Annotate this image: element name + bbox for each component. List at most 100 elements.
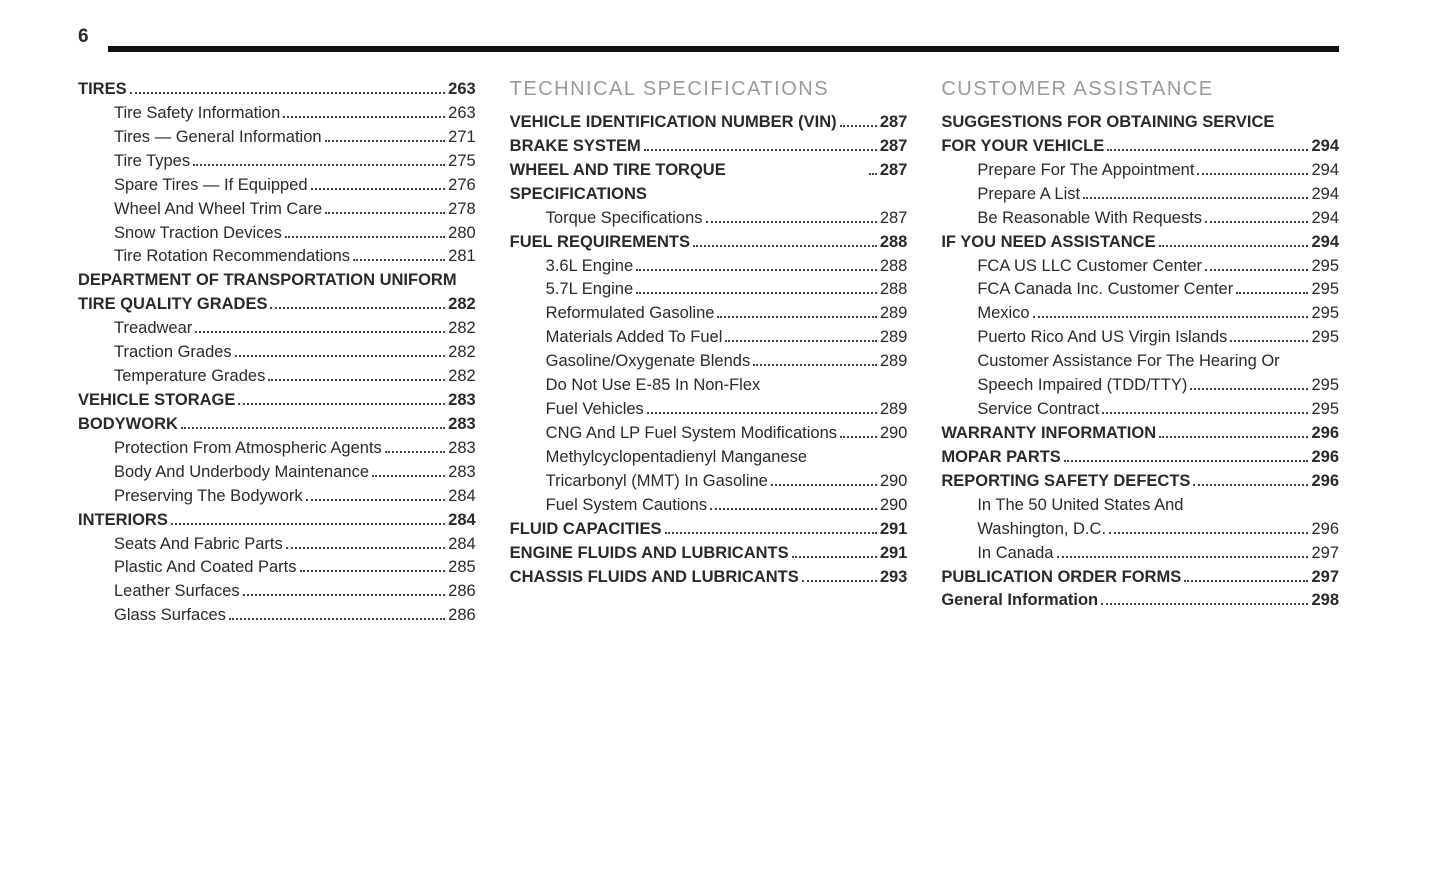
toc-entry-page: 286	[448, 580, 476, 604]
toc-entry-label: Seats And Fabric Parts	[114, 533, 283, 557]
toc-leader-dots	[1159, 233, 1309, 246]
toc-leader-dots	[372, 464, 445, 477]
toc-entry-label: Temperature Grades	[114, 365, 265, 389]
toc-entry-label: Treadwear	[114, 317, 192, 341]
toc-entry: Tire Rotation Recommendations281	[78, 245, 476, 269]
toc-entry: FCA Canada Inc. Customer Center295	[941, 278, 1339, 302]
toc-entry: Tire Types275	[78, 150, 476, 174]
toc-entry-label: VEHICLE IDENTIFICATION NUMBER (VIN)	[510, 111, 837, 135]
toc-entry-preline: Customer Assistance For The Hearing Or	[941, 350, 1339, 374]
toc-entry-page: 289	[880, 398, 908, 422]
toc-entry-label: Service Contract	[977, 398, 1099, 422]
toc-entry-label: ENGINE FLUIDS AND LUBRICANTS	[510, 542, 789, 566]
toc-entry-preline: In The 50 United States And	[941, 494, 1339, 518]
toc-entry-preline: Do Not Use E-85 In Non-Flex	[510, 374, 908, 398]
toc-leader-dots	[286, 535, 445, 548]
toc-entry: Torque Specifications287	[510, 207, 908, 231]
toc-entry: TIRE QUALITY GRADES 282	[78, 293, 476, 317]
toc-entry: Washington, D.C.296	[941, 518, 1339, 542]
toc-entry-label: CHASSIS FLUIDS AND LUBRICANTS	[510, 566, 799, 590]
toc-entry: In Canada297	[941, 542, 1339, 566]
toc-entry-label: Materials Added To Fuel	[546, 326, 723, 350]
toc-leader-dots	[238, 392, 445, 405]
toc-entry-preline: DEPARTMENT OF TRANSPORTATION UNIFORM	[78, 269, 476, 293]
section-title: CUSTOMER ASSISTANCE	[941, 78, 1339, 101]
toc-leader-dots	[636, 257, 877, 270]
toc-entry-page: 282	[448, 293, 476, 317]
toc-entry-page: 283	[448, 413, 476, 437]
toc-leader-dots	[285, 224, 445, 237]
toc-entry-label: TIRE QUALITY GRADES	[78, 293, 267, 317]
toc-entry-page: 288	[880, 231, 908, 255]
toc-entry-label: INTERIORS	[78, 509, 168, 533]
toc-leader-dots	[802, 568, 877, 581]
toc-entry-page: 291	[880, 518, 908, 542]
toc-columns: TIRES263Tire Safety Information263Tires …	[78, 78, 1339, 628]
toc-entry-label: Tire Rotation Recommendations	[114, 245, 350, 269]
toc-leader-dots	[1184, 568, 1308, 581]
toc-entry: Spare Tires — If Equipped276	[78, 174, 476, 198]
toc-entry-page: 263	[448, 102, 476, 126]
page-number: 6	[78, 26, 89, 48]
toc-leader-dots	[181, 416, 445, 429]
toc-entry: Tricarbonyl (MMT) In Gasoline 290	[510, 470, 908, 494]
toc-entry-label: WHEEL AND TIRE TORQUE SPECIFICATIONS	[510, 159, 866, 207]
toc-entry-label: Fuel Vehicles	[546, 398, 644, 422]
toc-entry-page: 295	[1311, 278, 1339, 302]
toc-leader-dots	[193, 153, 445, 166]
toc-entry-page: 287	[880, 135, 908, 159]
toc-leader-dots	[195, 320, 445, 333]
toc-entry: VEHICLE STORAGE283	[78, 389, 476, 413]
toc-leader-dots	[1205, 257, 1308, 270]
toc-leader-dots	[665, 520, 877, 533]
toc-entry: Prepare For The Appointment294	[941, 159, 1339, 183]
toc-leader-dots	[1236, 281, 1308, 294]
toc-leader-dots	[385, 440, 445, 453]
toc-leader-dots	[753, 353, 877, 366]
toc-leader-dots	[869, 162, 877, 175]
toc-entry-page: 287	[880, 111, 908, 135]
toc-leader-dots	[311, 177, 446, 190]
toc-entry-label: Glass Surfaces	[114, 604, 226, 628]
toc-entry: Puerto Rico And US Virgin Islands295	[941, 326, 1339, 350]
toc-entry-page: 295	[1311, 302, 1339, 326]
toc-entry-label: Torque Specifications	[546, 207, 703, 231]
toc-entry-label: Gasoline/Oxygenate Blends	[546, 350, 751, 374]
toc-entry-page: 289	[880, 302, 908, 326]
toc-entry: Temperature Grades282	[78, 365, 476, 389]
toc-column: TECHNICAL SPECIFICATIONSVEHICLE IDENTIFI…	[510, 78, 908, 628]
toc-entry-label: FUEL REQUIREMENTS	[510, 231, 690, 255]
toc-entry: Leather Surfaces 286	[78, 580, 476, 604]
toc-entry: Reformulated Gasoline289	[510, 302, 908, 326]
toc-entry: Fuel Vehicles 289	[510, 398, 908, 422]
toc-entry-label: FCA US LLC Customer Center	[977, 255, 1202, 279]
toc-column: CUSTOMER ASSISTANCESUGGESTIONS FOR OBTAI…	[941, 78, 1339, 628]
toc-entry: BRAKE SYSTEM 287	[510, 135, 908, 159]
toc-entry-label: Tricarbonyl (MMT) In Gasoline	[546, 470, 768, 494]
toc-leader-dots	[353, 248, 445, 261]
toc-entry: MOPAR PARTS296	[941, 446, 1339, 470]
toc-leader-dots	[1083, 186, 1308, 199]
toc-entry-page: 282	[448, 317, 476, 341]
toc-entry-page: 290	[880, 470, 908, 494]
toc-leader-dots	[1033, 305, 1309, 318]
toc-column: TIRES263Tire Safety Information263Tires …	[78, 78, 476, 628]
toc-entry-page: 297	[1311, 542, 1339, 566]
toc-entry-label: BRAKE SYSTEM	[510, 135, 641, 159]
toc-leader-dots	[725, 329, 876, 342]
toc-entry-page: 289	[880, 326, 908, 350]
toc-entry-label: Protection From Atmospheric Agents	[114, 437, 382, 461]
toc-entry-label: Preserving The Bodywork	[114, 485, 303, 509]
toc-leader-dots	[171, 511, 445, 524]
toc-entry: CHASSIS FLUIDS AND LUBRICANTS293	[510, 566, 908, 590]
toc-entry-label: IF YOU NEED ASSISTANCE	[941, 231, 1155, 255]
toc-leader-dots	[1057, 544, 1309, 557]
toc-entry-label: Leather Surfaces	[114, 580, 240, 604]
toc-entry-page: 288	[880, 278, 908, 302]
toc-entry-label: Tire Types	[114, 150, 190, 174]
toc-entry-label: Washington, D.C.	[977, 518, 1106, 542]
toc-leader-dots	[706, 210, 877, 223]
toc-entry: 3.6L Engine288	[510, 255, 908, 279]
toc-entry-label: Wheel And Wheel Trim Care	[114, 198, 322, 222]
toc-entry-page: 276	[448, 174, 476, 198]
